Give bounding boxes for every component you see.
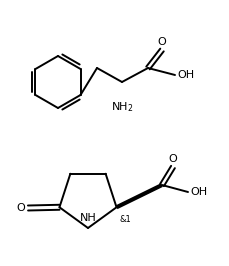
Text: O: O bbox=[16, 203, 25, 213]
Text: OH: OH bbox=[176, 70, 193, 80]
Text: O: O bbox=[157, 37, 166, 47]
Text: NH: NH bbox=[79, 213, 96, 223]
Text: NH$_2$: NH$_2$ bbox=[110, 100, 133, 114]
Text: OH: OH bbox=[189, 187, 206, 197]
Text: O: O bbox=[168, 154, 177, 164]
Text: &1: &1 bbox=[119, 215, 131, 224]
